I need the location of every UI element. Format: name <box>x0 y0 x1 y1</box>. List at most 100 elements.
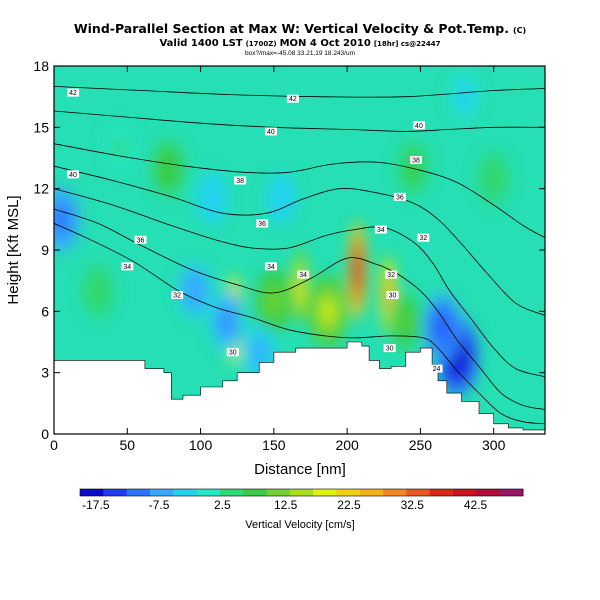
y-axis: 0 36 9 12 15 18 <box>33 58 545 442</box>
x-tick-label: 300 <box>482 437 506 453</box>
colorbar-swatch <box>243 489 268 496</box>
theta-contour-42 <box>54 86 545 98</box>
chart-subtitle: Valid 1400 LST (1700Z) MON 4 Oct 2010 [18hr… <box>159 38 440 49</box>
colorbar-tick-label: 22.5 <box>337 498 361 512</box>
contour-label: 40 <box>267 129 275 136</box>
colorbar-swatch <box>289 489 314 496</box>
contour-label: 38 <box>236 178 244 185</box>
contour-label: 34 <box>123 264 131 271</box>
y-tick-label: 18 <box>33 58 49 74</box>
colorbar-swatch <box>383 489 407 496</box>
plot-area: 42 42 40 40 40 38 38 36 36 36 34 34 34 34 32 32 32 30 30 30… <box>54 66 545 434</box>
velocity-cell <box>93 284 103 298</box>
contour-label-box <box>430 364 443 373</box>
colorbar-swatch <box>173 489 198 496</box>
velocity-cell <box>190 283 200 299</box>
y-tick-label: 0 <box>41 426 49 442</box>
velocity-cell <box>116 141 124 154</box>
contour-label-box <box>226 348 239 357</box>
x-tick-label: 0 <box>50 437 58 453</box>
contour-label: 42 <box>289 96 297 103</box>
theta-contour-40 <box>54 110 545 132</box>
colorbar-swatch <box>429 489 454 496</box>
contour-label-box <box>256 219 269 228</box>
velocity-cell <box>222 313 232 330</box>
x-tick-label: 200 <box>335 437 359 453</box>
contour-label-box <box>417 233 430 242</box>
colorbar-swatch <box>406 489 431 496</box>
velocity-cell <box>322 301 334 321</box>
contour-label-box <box>412 121 425 130</box>
x-axis: 0 50 100 150 200 250 300 <box>50 66 506 453</box>
velocity-cell <box>489 171 498 186</box>
theta-contour-36 <box>54 165 545 316</box>
contour-label: 36 <box>396 194 404 201</box>
colorbar-swatch <box>359 489 384 496</box>
contour-label: 30 <box>389 292 397 299</box>
contour-label-box <box>264 262 277 271</box>
contour-label-box <box>297 270 310 279</box>
contour-label-box <box>134 235 147 244</box>
velocity-cell <box>401 313 411 330</box>
contour-label-box <box>121 262 134 271</box>
colorbar-tick-label: 2.5 <box>214 498 231 512</box>
colorbar-tick-label: 42.5 <box>464 498 488 512</box>
colorbar-swatch <box>336 489 361 496</box>
contour-label: 30 <box>386 346 394 353</box>
theta-contour-34 <box>54 188 545 378</box>
contour-label: 30 <box>229 350 237 357</box>
colorbar-tick-label: 12.5 <box>274 498 298 512</box>
contour-label: 24 <box>433 366 441 373</box>
velocity-cell <box>298 277 303 297</box>
colorbar-swatch <box>149 489 174 496</box>
contour-label: 40 <box>415 123 423 130</box>
contour-label-box <box>385 270 398 279</box>
x-axis-label: Distance [nm] <box>254 461 346 478</box>
velocity-field <box>54 71 511 397</box>
contour-label-box <box>286 94 299 103</box>
colorbar-swatch <box>266 489 291 496</box>
contour-label: 32 <box>387 272 395 279</box>
colorbar-tick-label: 32.5 <box>401 498 425 512</box>
velocity-cell <box>277 192 286 206</box>
colorbar-label: Vertical Velocity [cm/s] <box>245 519 354 531</box>
y-tick-label: 9 <box>41 242 49 258</box>
contour-label-box <box>393 192 406 201</box>
colorbar-swatch <box>499 489 524 496</box>
y-tick-label: 12 <box>33 181 49 197</box>
y-axis-label: Height [Kft MSL] <box>5 195 22 304</box>
velocity-cell <box>355 258 360 283</box>
y-tick-label: 6 <box>41 303 49 319</box>
colorbar-swatch <box>80 489 104 496</box>
velocity-cell <box>56 211 67 228</box>
velocity-cell <box>460 90 469 103</box>
colorbar-swatch <box>126 489 151 496</box>
theta-contours <box>54 86 545 425</box>
y-tick-label: 15 <box>33 119 49 135</box>
colorbar: -17.5 -7.5 2.5 12.5 22.5 32.5 42.5 <box>79 488 524 512</box>
terrain-mask <box>54 341 545 434</box>
contour-label-box <box>234 176 247 185</box>
x-tick-label: 100 <box>189 437 213 453</box>
colorbar-swatch <box>103 489 128 496</box>
contour-label-box <box>67 170 80 179</box>
x-tick-label: 50 <box>119 437 135 453</box>
contour-label: 36 <box>258 221 266 228</box>
theta-contour-32 <box>54 208 545 410</box>
velocity-cell <box>269 292 279 310</box>
contour-labels: 42 42 40 40 40 38 38 36 36 36 34 34 34 34 32 32 32 30 30 30… <box>67 88 443 373</box>
velocity-cell <box>437 319 448 337</box>
contour-label-box <box>171 290 184 299</box>
contour-label: 32 <box>419 235 427 242</box>
chart-title: Wind-Parallel Section at Max W: Vertical… <box>74 21 526 36</box>
colorbar-swatch <box>476 489 501 496</box>
contour-label: 34 <box>377 227 385 234</box>
theta-contour-38 <box>54 143 545 239</box>
contour-label-box <box>383 344 396 353</box>
contour-label: 40 <box>69 172 77 179</box>
contour-label: 36 <box>137 237 145 244</box>
contour-label-box <box>374 225 387 234</box>
colorbar-tick-label: -17.5 <box>82 498 110 512</box>
contour-label: 32 <box>173 292 181 299</box>
